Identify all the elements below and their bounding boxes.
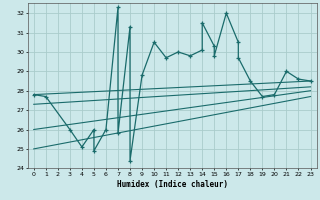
X-axis label: Humidex (Indice chaleur): Humidex (Indice chaleur) [116,180,228,189]
